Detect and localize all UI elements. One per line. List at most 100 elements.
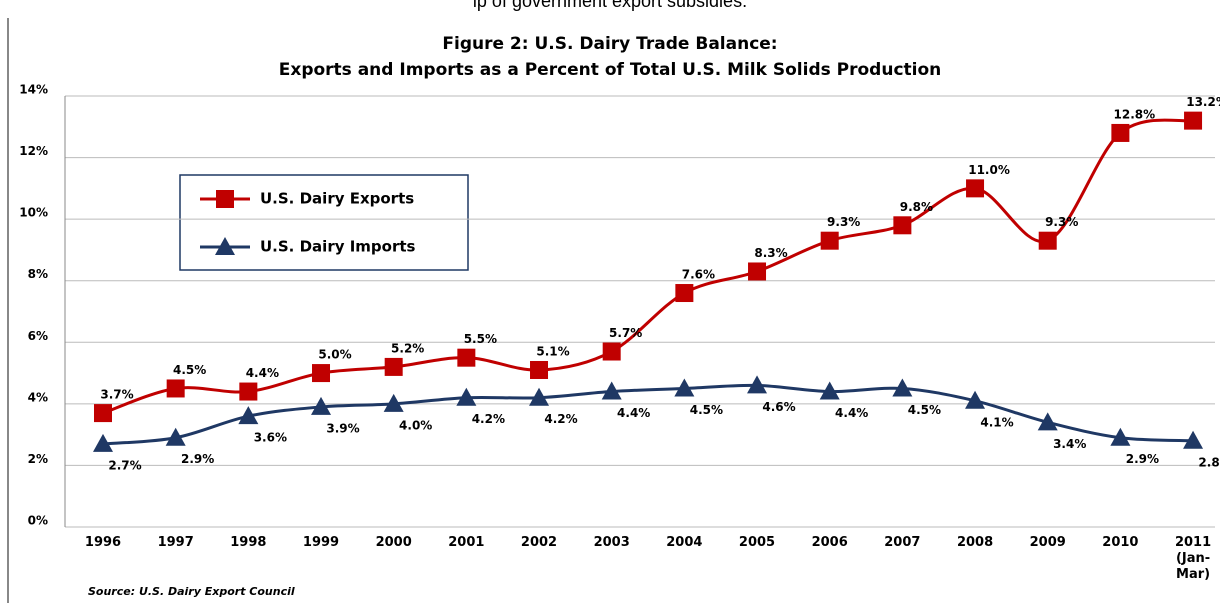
marker [239,382,258,401]
marker [674,378,695,397]
x-tick-label: 1996 [84,535,122,550]
marker [166,379,185,398]
marker [216,190,234,208]
marker [1184,111,1203,130]
marker [748,262,767,281]
marker [820,231,839,250]
data-label: 8.3% [754,246,787,260]
data-label: 4.2% [544,412,577,426]
data-label: 7.6% [682,268,715,282]
data-label: 4.6% [762,400,795,414]
data-label: 3.4% [1053,437,1086,451]
x-tick-label: 2007 [884,535,921,550]
y-tick-label: 6% [28,329,48,343]
marker [311,396,332,415]
data-label: 4.4% [617,406,650,420]
marker [529,387,550,406]
chart-subtitle: Exports and Imports as a Percent of Tota… [279,60,942,80]
data-label: 9.3% [827,215,860,229]
x-tick-label: 2003 [593,535,630,550]
data-label: 4.4% [835,406,868,420]
x-tick-label: 2010 [1102,535,1139,550]
marker [94,404,112,423]
legend-label: U.S. Dairy Exports [260,190,414,208]
x-tick-label: 2005 [738,535,776,550]
data-label: 2.7% [108,458,141,472]
data-label: 5.2% [391,341,424,355]
x-tick-label: 2008 [956,535,994,550]
x-tick-label: 2011 (Jan-Mar) [1174,535,1212,582]
marker [1111,123,1130,142]
data-label: 12.8% [1114,107,1156,121]
data-label: 2.8% [1198,455,1220,469]
x-tick-label: 2006 [811,535,848,550]
marker [384,357,403,376]
data-label: 13.2% [1186,95,1220,109]
marker [1183,430,1204,449]
data-label: 5.1% [536,344,569,358]
marker [1037,412,1058,431]
marker [93,433,113,452]
marker [893,216,912,235]
chart-title: Figure 2: U.S. Dairy Trade Balance: [442,34,777,54]
marker [1038,231,1057,250]
marker [892,378,913,397]
x-tick-label: 2009 [1029,535,1066,550]
marker [165,427,186,446]
y-tick-label: 2% [28,452,48,466]
marker [530,360,549,379]
y-tick-label: 10% [19,206,48,220]
data-label: 4.1% [980,415,1013,429]
data-label: 4.0% [399,418,432,432]
data-label: 9.8% [900,200,933,214]
data-label: 4.2% [472,412,505,426]
y-tick-label: 12% [19,144,48,158]
data-label: 4.5% [173,363,206,377]
data-label: 2.9% [1126,452,1159,466]
marker [819,381,840,400]
marker [238,406,259,425]
x-tick-label: 2000 [375,535,412,550]
x-tick-label: 2002 [520,535,558,550]
data-label: 3.9% [326,421,359,435]
y-tick-label: 4% [28,390,48,404]
series-line [102,118,1194,415]
data-label: 5.7% [609,326,642,340]
marker [966,179,985,198]
marker [456,387,477,406]
data-label: 3.6% [254,431,287,445]
x-tick-label: 1999 [302,535,340,550]
y-tick-label: 0% [28,514,48,528]
marker [457,348,476,367]
data-label: 3.7% [100,388,133,402]
marker [965,390,986,409]
data-label: 4.5% [690,403,723,417]
marker [312,364,331,383]
x-tick-label: 1997 [157,535,194,550]
marker [215,237,235,255]
y-tick-label: 8% [28,267,48,281]
marker [747,375,768,394]
page-text: ip of government export subsidies. [473,0,747,11]
data-label: 5.0% [318,348,351,362]
x-tick-label: 2001 [448,535,485,550]
source: Source: U.S. Dairy Export Council [88,585,295,598]
marker [601,381,622,400]
marker [602,342,621,361]
data-label: 5.5% [464,332,497,346]
data-label: 2.9% [181,452,214,466]
y-tick-label: 14% [19,83,48,97]
x-tick-label: 2004 [666,535,703,550]
marker [675,284,694,303]
marker [1110,427,1131,446]
legend-label: U.S. Dairy Imports [260,238,416,256]
series-line [102,383,1194,446]
data-label: 4.4% [246,366,279,380]
data-label: 9.3% [1045,215,1078,229]
data-label: 4.5% [908,403,941,417]
x-tick-label: 1998 [230,535,267,550]
marker [383,393,404,412]
data-label: 11.0% [968,163,1010,177]
